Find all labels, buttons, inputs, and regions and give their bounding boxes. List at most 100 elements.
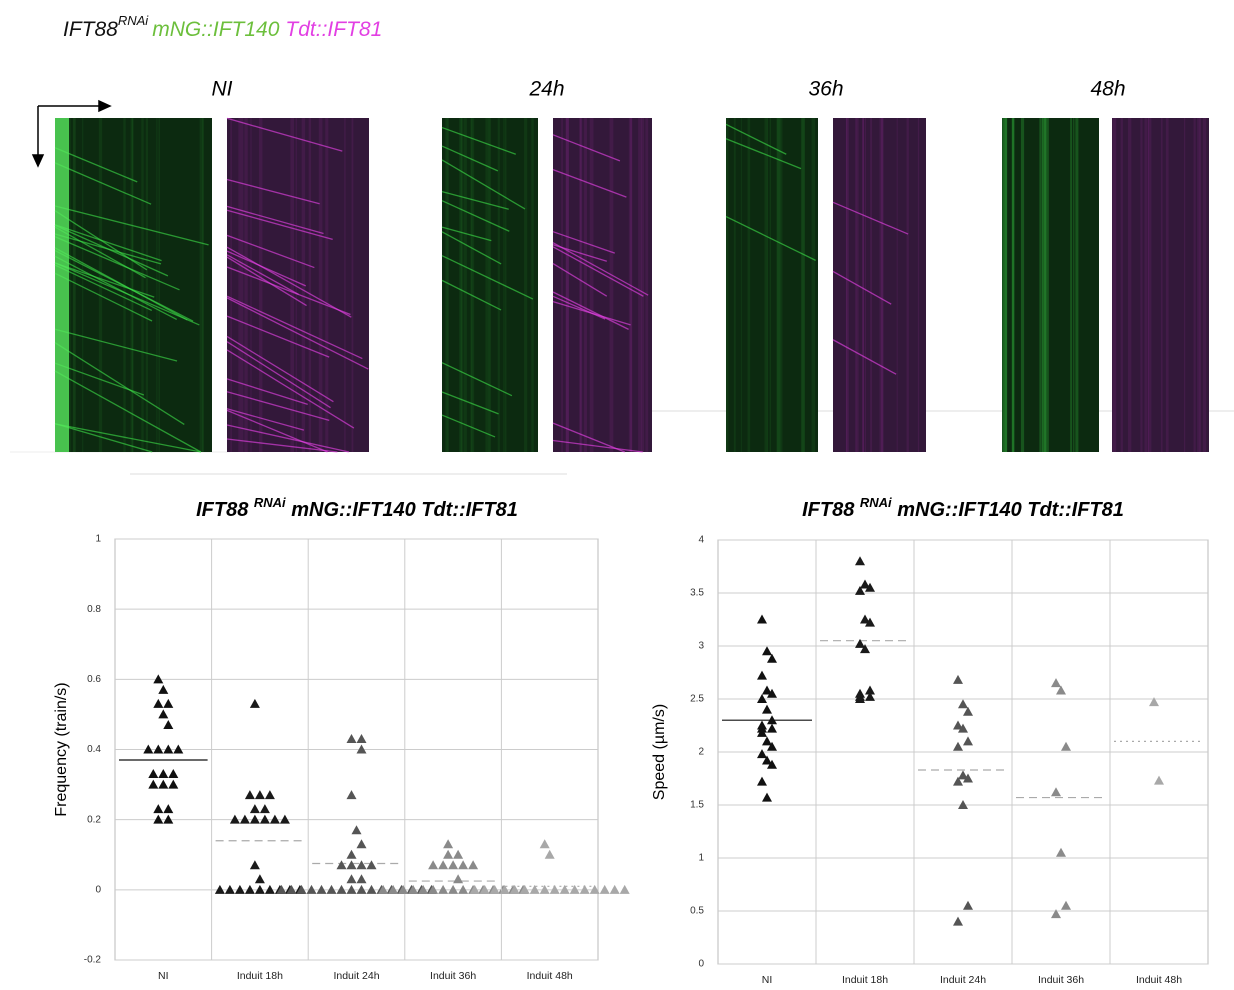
track xyxy=(832,270,892,305)
data-point xyxy=(279,814,290,824)
streak xyxy=(244,118,248,452)
y-tick-label: 0 xyxy=(698,959,704,970)
data-point xyxy=(1051,787,1061,797)
track xyxy=(226,205,324,235)
track xyxy=(54,262,155,298)
data-point xyxy=(336,884,347,894)
data-point xyxy=(453,849,464,859)
data-point xyxy=(757,727,767,737)
data-point xyxy=(346,849,357,859)
data-point xyxy=(346,733,357,743)
track xyxy=(226,250,307,287)
data-point xyxy=(762,685,772,695)
y-tick-label: 0.2 xyxy=(87,814,101,825)
streak xyxy=(98,118,103,452)
data-point xyxy=(767,688,777,698)
track xyxy=(54,162,152,205)
data-point xyxy=(234,884,245,894)
data-point xyxy=(158,684,169,694)
data-point xyxy=(963,706,973,716)
data-point xyxy=(855,694,865,703)
data-point xyxy=(158,769,169,779)
streak xyxy=(504,118,507,452)
track xyxy=(226,266,351,316)
track xyxy=(725,138,802,170)
data-point xyxy=(767,715,777,725)
data-point xyxy=(153,804,164,814)
green-label: mNG::IFT140 xyxy=(152,18,280,41)
track xyxy=(226,438,338,453)
track xyxy=(552,422,626,453)
streak xyxy=(199,118,204,452)
data-point xyxy=(860,644,870,654)
streak xyxy=(258,118,263,452)
x-tick-label: Induit 36h xyxy=(1038,974,1084,985)
track xyxy=(54,224,162,262)
streak xyxy=(1193,118,1196,452)
data-point xyxy=(239,814,250,824)
streak xyxy=(230,118,232,452)
figure-header: IFT88RNAi mNG::IFT140 Tdt::IFT81 xyxy=(63,13,382,40)
streak xyxy=(862,118,864,452)
data-point xyxy=(1149,697,1159,707)
track xyxy=(552,439,643,453)
streak xyxy=(880,118,884,452)
data-point xyxy=(958,723,968,733)
track xyxy=(226,295,363,360)
title-text: mNG::IFT140 Tdt::IFT81 xyxy=(892,499,1124,521)
data-point xyxy=(168,779,179,789)
kymograph-label: 48h xyxy=(1090,78,1125,101)
data-point xyxy=(438,860,449,870)
data-point xyxy=(286,884,297,894)
streak xyxy=(1144,118,1148,452)
data-point xyxy=(958,800,968,809)
track xyxy=(226,209,333,241)
y-axis-label: Speed (µm/s) xyxy=(651,704,668,800)
data-point xyxy=(448,860,459,870)
data-point xyxy=(762,736,772,746)
data-point xyxy=(579,884,590,894)
streak xyxy=(1020,118,1025,452)
bright-edge xyxy=(55,118,69,452)
track xyxy=(54,342,185,425)
data-point xyxy=(963,736,973,746)
kymograph-label: 36h xyxy=(808,78,843,101)
streak xyxy=(811,118,816,452)
magenta-label: Tdt::IFT81 xyxy=(285,18,382,41)
data-point xyxy=(953,720,963,730)
data-point xyxy=(767,759,777,769)
data-point xyxy=(249,860,260,870)
streak xyxy=(485,118,490,452)
data-point xyxy=(757,694,767,703)
streak xyxy=(645,118,649,452)
x-tick-label: Induit 24h xyxy=(940,974,986,985)
data-point xyxy=(276,884,287,894)
y-tick-label: 0.4 xyxy=(87,744,101,755)
data-point xyxy=(757,670,767,680)
streak xyxy=(459,118,463,452)
track xyxy=(54,205,209,246)
data-point xyxy=(356,839,367,849)
kymograph xyxy=(1112,118,1209,452)
data-point xyxy=(296,884,307,894)
track xyxy=(54,262,200,326)
data-point xyxy=(953,741,963,751)
data-point xyxy=(757,614,767,624)
data-point xyxy=(366,860,377,870)
data-point xyxy=(953,916,963,926)
data-point xyxy=(153,674,164,684)
streak xyxy=(239,118,244,452)
track xyxy=(226,391,330,422)
y-tick-label: 0.8 xyxy=(87,604,101,615)
data-point xyxy=(767,741,777,751)
data-point xyxy=(356,874,367,884)
streak xyxy=(896,118,898,452)
data-point xyxy=(428,860,439,870)
track xyxy=(441,226,492,242)
streak xyxy=(726,118,729,452)
streak xyxy=(565,118,569,452)
y-tick-label: -0.2 xyxy=(84,955,102,966)
y-tick-label: 0.5 xyxy=(690,906,704,917)
track xyxy=(226,335,334,403)
streak xyxy=(1045,118,1049,452)
